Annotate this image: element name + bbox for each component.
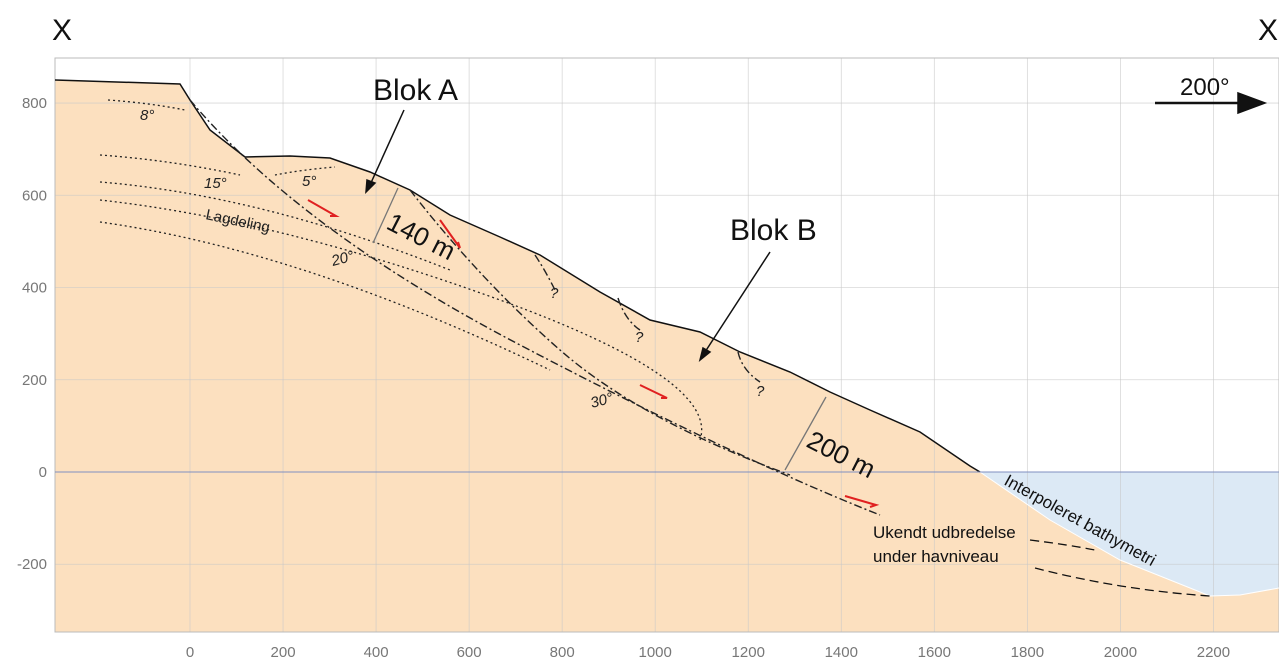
x-tick-label: 200 — [271, 644, 296, 661]
block-b-label: Blok B — [730, 214, 817, 247]
y-tick-label: 200 — [22, 372, 47, 389]
y-tick-label: 400 — [22, 280, 47, 297]
block-a-label: Blok A — [373, 74, 458, 107]
y-tick-label: 800 — [22, 95, 47, 112]
x-tick-label: 2200 — [1197, 644, 1230, 661]
x-tick-label: 800 — [550, 644, 575, 661]
x-tick-label: 2000 — [1104, 644, 1137, 661]
x-tick-label: 0 — [186, 644, 194, 661]
cross-section: X X' Blok A Blok B 200° 140 m 200 m 8° 1… — [0, 0, 1279, 661]
x-tick-label: 1000 — [639, 644, 672, 661]
x-tick-label: 1400 — [825, 644, 858, 661]
x-tick-label: 600 — [457, 644, 482, 661]
section-start: X — [52, 14, 72, 47]
y-tick-label: 600 — [22, 187, 47, 204]
uncertain-mark: ? — [635, 329, 644, 346]
y-tick-label: 0 — [39, 464, 47, 481]
uncertain-mark: ? — [550, 285, 559, 302]
x-tick-label: 1600 — [918, 644, 951, 661]
section-end: X' — [1258, 14, 1279, 47]
x-tick-label: 400 — [364, 644, 389, 661]
uncertain-mark: ? — [756, 383, 765, 400]
unknown-label: Ukendt udbredelse — [873, 523, 1016, 542]
dip-label: 8° — [140, 107, 154, 124]
y-tick-label: -200 — [17, 556, 47, 573]
dip-label: 5° — [302, 173, 316, 190]
direction-label: 200° — [1180, 74, 1230, 101]
x-tick-label: 1800 — [1011, 644, 1044, 661]
unknown-label: under havniveau — [873, 547, 999, 566]
dip-label: 15° — [204, 175, 227, 192]
x-tick-label: 1200 — [732, 644, 765, 661]
